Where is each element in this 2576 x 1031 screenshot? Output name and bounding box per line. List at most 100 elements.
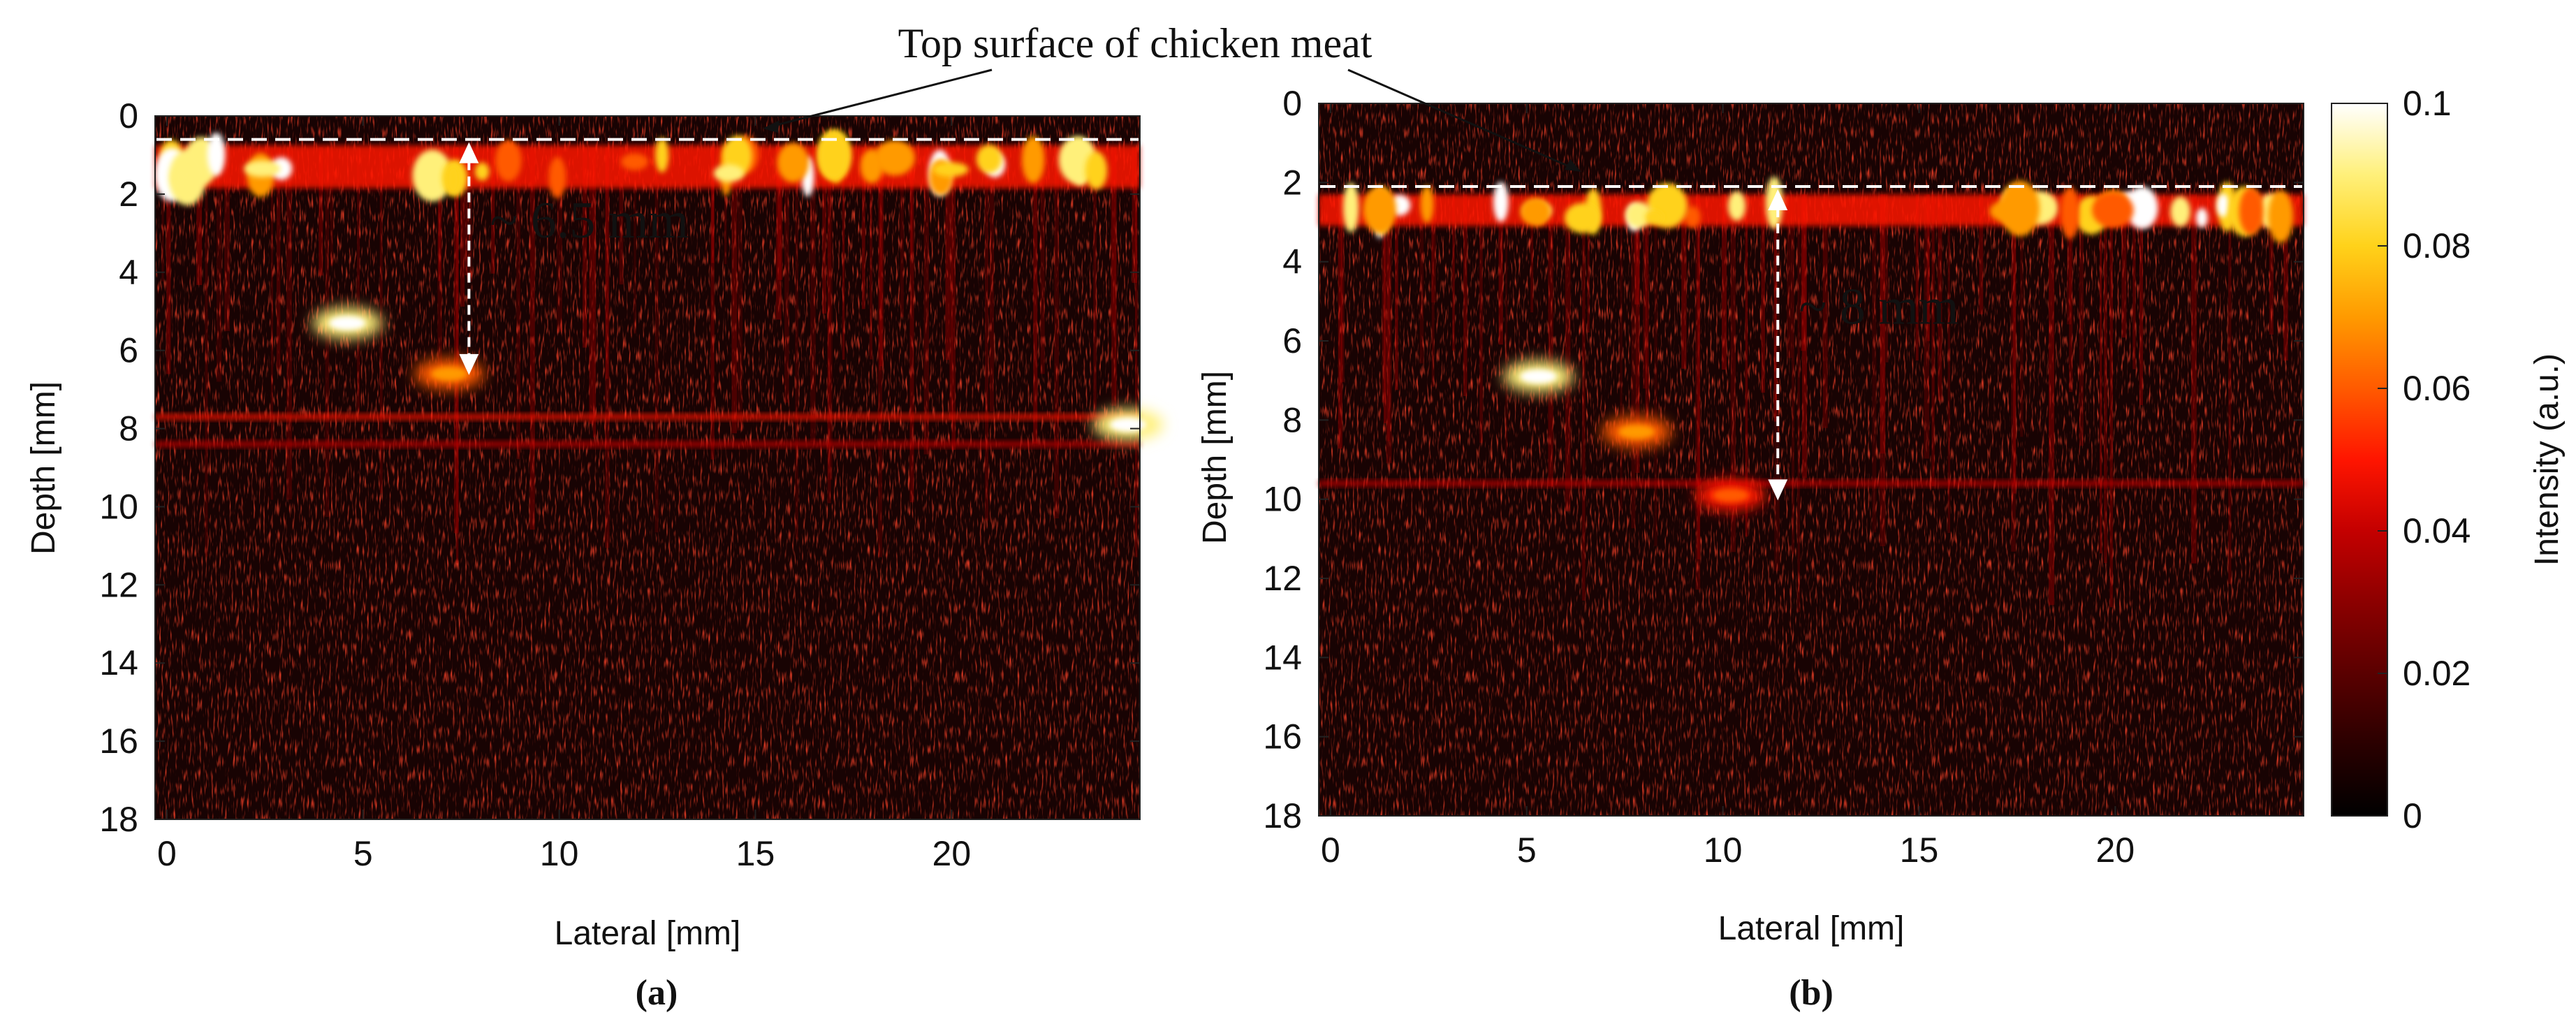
speckle-streak bbox=[2067, 194, 2072, 325]
panel-label-b: (b) bbox=[1789, 973, 1834, 1013]
annotation-leader-b-arrowhead bbox=[1565, 159, 1581, 172]
horizontal-reflection bbox=[155, 441, 1140, 447]
speckle-streak bbox=[1430, 194, 1437, 303]
speckle-streak bbox=[775, 147, 782, 320]
y-tick-label: 10 bbox=[99, 487, 138, 526]
speckle-streak bbox=[1745, 194, 1748, 537]
plot-b-frame bbox=[1318, 103, 2304, 817]
surface-hotspot bbox=[207, 132, 226, 176]
surface-hotspot bbox=[244, 160, 281, 177]
surface-hotspot bbox=[2239, 187, 2264, 235]
x-tick-label: 5 bbox=[1517, 831, 1537, 870]
speckle-streak bbox=[453, 147, 459, 534]
surface-hotspot bbox=[2216, 193, 2230, 217]
speckle-streak bbox=[1822, 194, 1828, 428]
speckle-streak bbox=[951, 147, 956, 451]
colorbar-ticks: 0.1 0.08 0.06 0.04 0.02 0 bbox=[2378, 84, 2471, 835]
speckle-streak bbox=[879, 147, 884, 371]
speckle-streak bbox=[1132, 147, 1137, 283]
speckle-streak bbox=[1721, 194, 1727, 370]
surface-hotspot bbox=[495, 140, 522, 182]
x-tick-label: 15 bbox=[1900, 831, 1939, 870]
x-axis-label-b: Lateral [mm] bbox=[1718, 910, 1905, 947]
y-tick-label: 0 bbox=[119, 96, 138, 136]
speckle-streak bbox=[605, 147, 610, 548]
y-tick-label: 12 bbox=[99, 565, 138, 604]
speckle-streak bbox=[989, 147, 994, 411]
annotation-leader-b bbox=[1347, 68, 1576, 170]
speckle-streak bbox=[2079, 194, 2084, 446]
y-tick-label: 8 bbox=[119, 409, 138, 448]
y-tick-label: 18 bbox=[1263, 796, 1302, 835]
colorbar-tick-label: 0.1 bbox=[2403, 84, 2452, 123]
speckle-streak bbox=[1800, 194, 1806, 351]
speckle-streak bbox=[827, 147, 833, 481]
speckle-streak bbox=[1880, 194, 1885, 454]
reflector-core bbox=[1712, 488, 1749, 502]
heatmap-a-speckle bbox=[155, 116, 1140, 819]
speckle-streak bbox=[1110, 147, 1115, 327]
speckle-streak bbox=[878, 147, 882, 557]
speckle-streak bbox=[1695, 194, 1701, 590]
panel-label-a: (a) bbox=[636, 973, 678, 1013]
speckle-streak bbox=[1419, 194, 1424, 364]
depth-arrow-head-top bbox=[1768, 189, 1788, 210]
speckle-streak bbox=[822, 147, 826, 314]
speckle-streak bbox=[1040, 147, 1045, 374]
x-tick-label: 20 bbox=[2096, 831, 2135, 870]
speckle-streak bbox=[592, 147, 597, 438]
speckle-streak bbox=[161, 147, 164, 281]
speckle-streak bbox=[1645, 194, 1649, 443]
surface-hotspot bbox=[819, 132, 849, 180]
surface-hotspot bbox=[1684, 205, 1701, 228]
speckle-streak bbox=[737, 147, 743, 431]
speckle-streak bbox=[356, 147, 360, 412]
speckle-streak bbox=[724, 147, 727, 265]
y-tick-label: 0 bbox=[1282, 84, 1302, 123]
speckle-streak bbox=[2104, 194, 2107, 564]
speckle-streak bbox=[654, 147, 659, 533]
surface-hotspot bbox=[2092, 192, 2134, 228]
speckle-streak bbox=[1340, 194, 1345, 383]
speckle-streak bbox=[1383, 194, 1386, 423]
surface-hotspot bbox=[548, 156, 566, 199]
speckle-streak bbox=[619, 147, 624, 285]
speckle-streak bbox=[455, 147, 459, 564]
speckle-streak bbox=[2139, 194, 2144, 405]
y-tick-label: 16 bbox=[1263, 717, 1302, 756]
surface-hotspot bbox=[412, 149, 453, 202]
speckle-streak bbox=[589, 147, 594, 424]
speckle-streak bbox=[1548, 194, 1553, 487]
speckle-streak bbox=[1797, 194, 1800, 613]
reflector-core bbox=[1110, 417, 1147, 432]
speckle-streak bbox=[330, 147, 333, 266]
y-tick-label: 10 bbox=[1263, 480, 1302, 519]
speckle-streak bbox=[1565, 194, 1571, 511]
speckle-streak bbox=[286, 147, 292, 500]
speckle-streak bbox=[1620, 194, 1623, 511]
speckle-streak bbox=[879, 147, 884, 367]
speckle-streak bbox=[1643, 194, 1648, 389]
speckle-streak bbox=[1054, 147, 1060, 519]
speckle-streak bbox=[1697, 194, 1700, 560]
surface-hotspot bbox=[976, 145, 1002, 173]
colorbar-tick-label: 0.08 bbox=[2403, 226, 2471, 265]
speckle-streak bbox=[2109, 194, 2113, 608]
speckle-streak bbox=[529, 147, 535, 530]
depth-arrow-head-bottom bbox=[459, 353, 479, 375]
panel-b: 0 5 10 15 20 0 2 4 6 8 10 12 14 16 18 ~ 8 mm Lateral [… bbox=[1196, 84, 2304, 1013]
x-tick-label: 20 bbox=[932, 834, 972, 873]
surface-hotspot bbox=[1493, 182, 1509, 222]
x-tick-label: 5 bbox=[353, 834, 373, 873]
speckle-streak bbox=[2283, 194, 2288, 361]
speckle-streak bbox=[1792, 194, 1794, 555]
speckle-streak bbox=[1730, 194, 1736, 553]
surface-bright-band bbox=[155, 145, 1140, 189]
speckle-streak bbox=[196, 147, 203, 286]
speckle-streak bbox=[1587, 194, 1590, 333]
surface-hotspot bbox=[1625, 201, 1653, 228]
speckle-streak bbox=[1338, 194, 1342, 449]
speckle-streak bbox=[945, 147, 950, 360]
x-axis-label-a: Lateral [mm] bbox=[555, 915, 741, 952]
speckle-streak bbox=[464, 147, 468, 276]
